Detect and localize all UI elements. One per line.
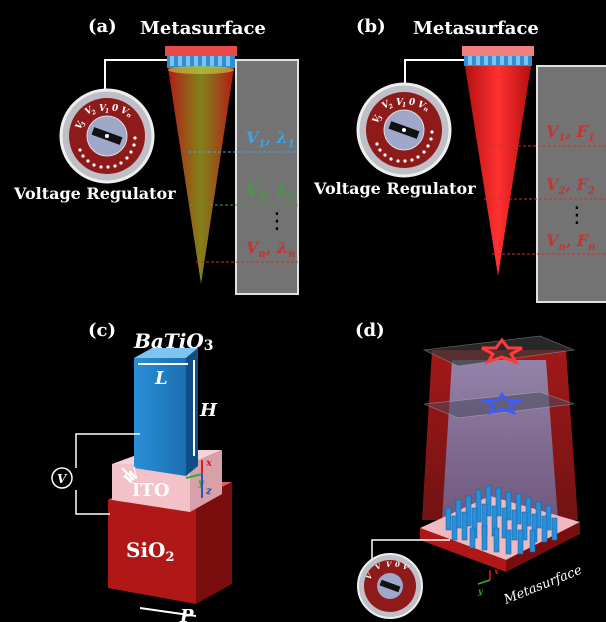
panel-a-title: Metasurface: [140, 18, 266, 39]
dim-P-line: [139, 607, 197, 617]
svg-text:x: x: [493, 566, 499, 576]
panel-b-metasurface: [462, 46, 534, 56]
svg-text:1: 1: [402, 102, 406, 109]
batio3-label: BaTiO3: [133, 329, 214, 354]
panel-b-entry-1: V1, F1: [546, 122, 595, 144]
panel-a-screen: [235, 59, 299, 295]
svg-text:y: y: [477, 586, 484, 596]
dial-knob-icon: [379, 579, 401, 593]
ito-layer: [112, 464, 190, 512]
panel-b-voltage-dial: V 3 V 2 V 1 0 V n: [356, 82, 452, 178]
svg-text:0: 0: [395, 560, 400, 569]
panel-a-metasurface: [165, 46, 237, 56]
svg-text:V: V: [416, 100, 427, 112]
dim-P: P: [179, 606, 194, 622]
svg-text:V: V: [374, 560, 385, 571]
panel-d-metasurface-label: Metasurface: [501, 563, 585, 608]
panel-b-entry-2: V2, F2: [546, 175, 595, 197]
panel-c: (c) SiO2 ITO BaTiO3 L H W P V x y: [51, 320, 232, 622]
batio3-pillar: [134, 358, 186, 476]
panel-c-label: (c): [88, 320, 116, 341]
svg-text:V: V: [381, 99, 393, 112]
svg-text:1: 1: [105, 108, 109, 115]
svg-text:3: 3: [80, 121, 88, 128]
svg-text:V: V: [99, 104, 107, 114]
panel-d-voltage-dial: V V V 0 V: [357, 553, 423, 619]
panel-d: (d): [355, 320, 585, 619]
ito-label: ITO: [132, 480, 170, 501]
svg-text:x: x: [205, 458, 213, 469]
svg-text:2: 2: [90, 109, 98, 118]
panel-a-entry-n: Vn, λn: [246, 238, 295, 260]
red-star-icon: [481, 337, 523, 365]
panel-a-entry-1: V1, λ1: [246, 128, 295, 150]
panel-b-screen: [536, 65, 606, 303]
panel-a: (a) Metasurface V 3 V 2 V 1 0 V n: [13, 16, 299, 295]
svg-text:V: V: [119, 106, 130, 118]
svg-text:V: V: [364, 570, 375, 581]
svg-text:z: z: [205, 486, 212, 497]
panel-a-ellipsis: ⋮: [266, 209, 288, 234]
panel-a-voltage-dial: V 3 V 2 V 1 0 V n: [59, 88, 155, 184]
svg-text:n: n: [125, 111, 132, 119]
panel-b-title: Metasurface: [413, 18, 539, 39]
svg-text:0: 0: [409, 98, 416, 108]
panel-b-regulator-label: Voltage Regulator: [313, 179, 476, 198]
sio2-label: SiO2: [126, 538, 175, 565]
panel-b-label: (b): [356, 16, 386, 37]
svg-text:0: 0: [112, 104, 119, 114]
svg-text:V: V: [401, 562, 411, 573]
svg-text:V: V: [84, 105, 96, 118]
panel-b-entry-n: Vn, Fn: [546, 231, 595, 253]
svg-text:3: 3: [377, 115, 385, 122]
dim-H: H: [199, 400, 218, 421]
panel-a-regulator-label: Voltage Regulator: [13, 184, 176, 203]
panel-b-focus-cone: [465, 66, 531, 276]
svg-text:V: V: [74, 120, 87, 132]
circuit-wire-bottom: [75, 490, 110, 515]
svg-text:n: n: [422, 105, 429, 113]
panel-b-ellipsis: ⋮: [566, 203, 588, 228]
dim-L: L: [154, 368, 168, 389]
panel-d-label: (d): [355, 320, 385, 341]
svg-text:V: V: [396, 98, 404, 108]
voltage-source-label: V: [57, 472, 68, 486]
panel-a-entry-2: V2, λ2: [246, 181, 295, 203]
svg-text:2: 2: [387, 103, 395, 112]
voltage-source-icon: [51, 467, 73, 489]
svg-text:V: V: [386, 560, 393, 569]
metasurface-pillars: [445, 485, 558, 555]
panel-a-label: (a): [88, 16, 117, 37]
svg-text:V: V: [371, 114, 384, 126]
blue-star-icon: [480, 391, 524, 416]
panel-b: (b) Metasurface V 3 V 2 V 1 0 V n Vo: [313, 16, 606, 303]
circuit-wire-top: [75, 433, 140, 468]
panel-a-focus-cone: [168, 68, 234, 284]
sio2-block: [108, 500, 196, 604]
